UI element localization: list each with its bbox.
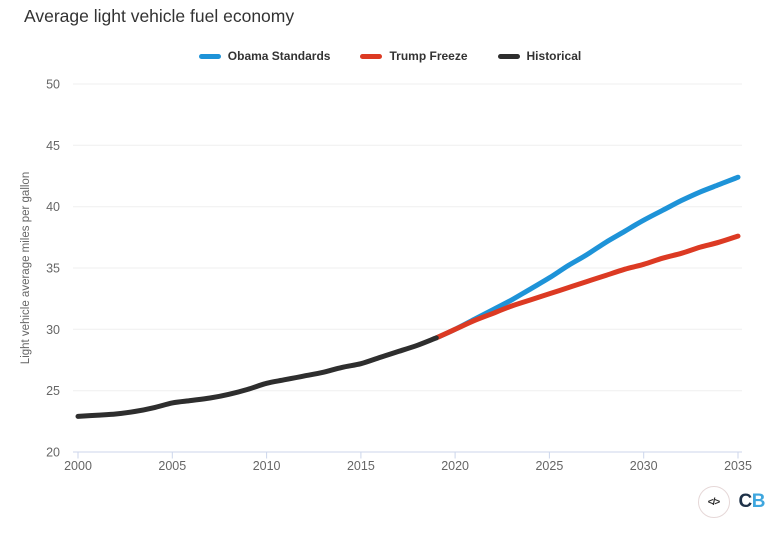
carbonbrief-logo[interactable]: CB — [738, 491, 766, 513]
legend-item-historical[interactable]: Historical — [497, 49, 582, 63]
x-tick-label: 2005 — [158, 459, 186, 473]
code-icon: </> — [707, 496, 721, 508]
y-axis: 20 25 30 35 40 45 50 Light vehicle average mile… — [20, 78, 60, 460]
y-tick-label: 45 — [46, 139, 60, 153]
legend-label: Trump Freeze — [389, 49, 468, 63]
legend: Obama Standards Trump Freeze Historical — [0, 49, 780, 63]
y-tick-label: 30 — [46, 323, 60, 337]
legend-item-obama-standards[interactable]: Obama Standards — [198, 49, 331, 63]
legend-swatch — [360, 53, 383, 59]
chart-title: Average light vehicle fuel economy — [24, 6, 295, 26]
x-axis: 2000 2005 2010 2015 2020 2025 2030 2035 — [64, 451, 752, 473]
y-tick-label: 20 — [46, 446, 60, 460]
y-axis-title: Light vehicle average miles per gallon — [20, 172, 32, 364]
x-tick-label: 2015 — [347, 459, 375, 473]
y-tick-label: 35 — [46, 262, 60, 276]
legend-swatch — [497, 53, 520, 59]
x-tick-label: 2025 — [535, 459, 563, 473]
series-obama-standards-line[interactable] — [433, 174, 741, 341]
legend-label: Obama Standards — [227, 49, 331, 63]
y-tick-label: 25 — [46, 384, 60, 398]
y-tick-label: 40 — [46, 200, 60, 214]
legend-swatch — [198, 53, 221, 59]
series-trump-freeze-line[interactable] — [433, 233, 741, 341]
x-tick-label: 2030 — [630, 459, 658, 473]
x-tick-label: 2035 — [724, 459, 752, 473]
footer: </> CB — [697, 486, 766, 518]
embed-code-button[interactable]: </> — [697, 486, 730, 518]
x-tick-label: 2000 — [64, 459, 92, 473]
logo-letter-c: C — [738, 491, 753, 512]
y-tick-label: 50 — [46, 78, 60, 92]
x-tick-label: 2010 — [253, 459, 281, 473]
series-group — [75, 174, 741, 419]
gridlines — [73, 83, 742, 392]
legend-label: Historical — [526, 49, 582, 63]
logo-letter-b: B — [751, 491, 766, 512]
x-tick-label: 2020 — [441, 459, 469, 473]
series-historical-line[interactable] — [75, 335, 439, 419]
legend-item-trump-freeze[interactable]: Trump Freeze — [360, 49, 468, 63]
